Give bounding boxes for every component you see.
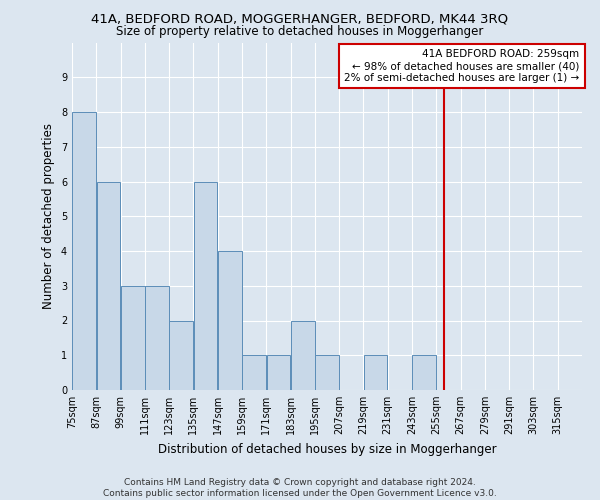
Text: 41A BEDFORD ROAD: 259sqm
← 98% of detached houses are smaller (40)
2% of semi-de: 41A BEDFORD ROAD: 259sqm ← 98% of detach…: [344, 50, 580, 82]
Bar: [194, 182, 217, 390]
Bar: [315, 355, 339, 390]
Bar: [364, 355, 388, 390]
Bar: [266, 355, 290, 390]
Bar: [169, 320, 193, 390]
Text: Contains HM Land Registry data © Crown copyright and database right 2024.
Contai: Contains HM Land Registry data © Crown c…: [103, 478, 497, 498]
X-axis label: Distribution of detached houses by size in Moggerhanger: Distribution of detached houses by size …: [158, 442, 496, 456]
Bar: [218, 251, 242, 390]
Text: Size of property relative to detached houses in Moggerhanger: Size of property relative to detached ho…: [116, 25, 484, 38]
Bar: [412, 355, 436, 390]
Bar: [242, 355, 266, 390]
Bar: [121, 286, 145, 390]
Y-axis label: Number of detached properties: Number of detached properties: [43, 123, 55, 309]
Text: 41A, BEDFORD ROAD, MOGGERHANGER, BEDFORD, MK44 3RQ: 41A, BEDFORD ROAD, MOGGERHANGER, BEDFORD…: [91, 12, 509, 26]
Bar: [145, 286, 169, 390]
Bar: [72, 112, 96, 390]
Bar: [291, 320, 314, 390]
Bar: [97, 182, 121, 390]
